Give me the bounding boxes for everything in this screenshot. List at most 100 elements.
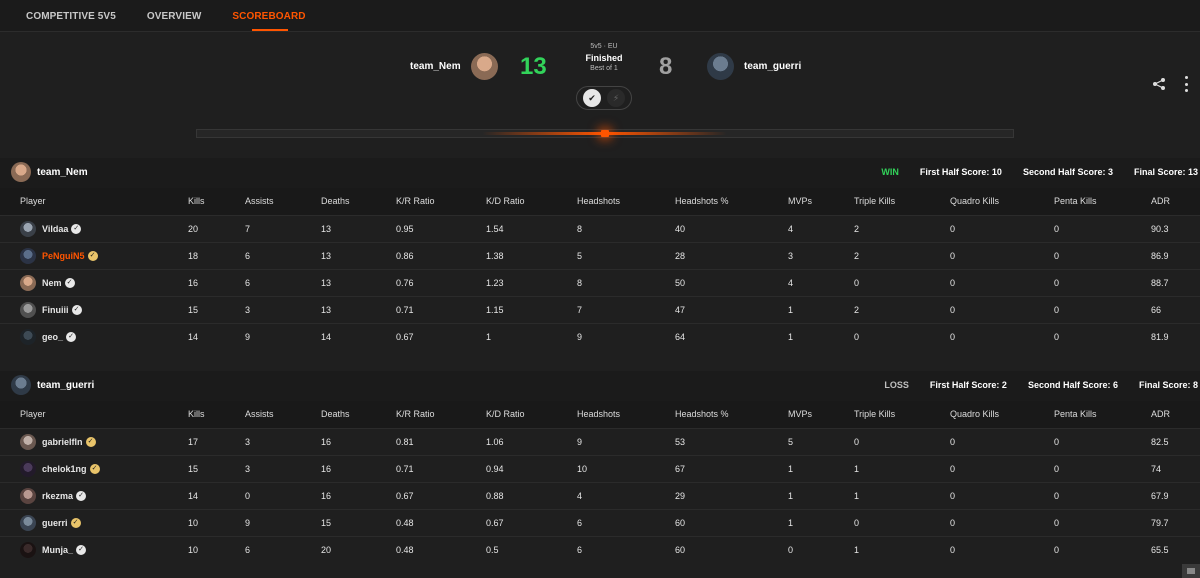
player-cell: PeNguiN5 ✓ bbox=[0, 242, 188, 269]
stat-penta-kills: 0 bbox=[1054, 544, 1060, 555]
player-name[interactable]: Vildaa bbox=[42, 223, 69, 234]
team2-header[interactable]: team_guerri bbox=[707, 53, 801, 80]
stat-adr: 86.9 bbox=[1151, 250, 1169, 261]
match-best-of: Best of 1 bbox=[590, 65, 618, 72]
player-row[interactable]: chelok1ng ✓ 15 3 16 0.71 0.94 10 67 1 1 0 0 74 bbox=[0, 455, 1200, 482]
player-avatar[interactable] bbox=[20, 220, 36, 237]
player-row[interactable]: Munja_ ✓ 10 6 20 0.48 0.5 6 60 0 1 0 0 65.5 bbox=[0, 536, 1200, 563]
player-row[interactable]: Nem ✓ 16 6 13 0.76 1.23 8 50 4 0 0 0 88.7 bbox=[0, 269, 1200, 296]
share-icon[interactable] bbox=[1152, 77, 1166, 91]
player-avatar[interactable] bbox=[20, 433, 36, 450]
more-options-icon[interactable] bbox=[1185, 76, 1189, 92]
player-name[interactable]: Finuiii bbox=[42, 304, 69, 315]
stat-triple-kills: 1 bbox=[854, 544, 860, 555]
stat-kd-ratio: 1.06 bbox=[486, 436, 504, 447]
player-name[interactable]: chelok1ng bbox=[42, 463, 87, 474]
stat-mvps: 5 bbox=[788, 436, 794, 447]
verified-badge-icon: ✓ bbox=[89, 463, 100, 474]
stat-penta-kills: 0 bbox=[1054, 304, 1060, 315]
team2-results: LOSS First Half Score: 2 Second Half Sco… bbox=[863, 380, 1198, 390]
player-avatar[interactable] bbox=[20, 301, 36, 318]
player-avatar[interactable] bbox=[20, 460, 36, 477]
verified-icon: ✔ bbox=[583, 89, 601, 107]
player-name[interactable]: guerri bbox=[42, 517, 68, 528]
timeline-knob[interactable] bbox=[601, 130, 609, 137]
stat-triple-kills: 0 bbox=[854, 277, 860, 288]
stat-kd-ratio: 1 bbox=[486, 331, 492, 342]
team2-name: team_guerri bbox=[744, 61, 802, 72]
stat-kd-ratio: 1.23 bbox=[486, 277, 504, 288]
player-name[interactable]: geo_ bbox=[42, 331, 64, 342]
column-header-triple-kills: Triple Kills bbox=[854, 196, 896, 207]
stat-deaths: 16 bbox=[321, 463, 332, 474]
team2-player-rows: gabrielfln ✓ 17 3 16 0.81 1.06 9 53 5 0 0 0 82.5 chelo… bbox=[0, 428, 1200, 563]
verified-badge-icon: ✓ bbox=[70, 517, 81, 528]
tab-competitive-5v5[interactable]: COMPETITIVE 5V5 bbox=[26, 11, 116, 22]
player-name[interactable]: gabrielfln bbox=[42, 436, 83, 447]
team1-header-row: Player Kills Assists Deaths K/R Ratio K/D Rat… bbox=[0, 188, 1200, 215]
column-header-deaths: Deaths bbox=[321, 196, 350, 207]
stat-kr-ratio: 0.76 bbox=[396, 277, 414, 288]
stat-kills: 14 bbox=[188, 490, 199, 501]
player-cell: geo_ ✓ bbox=[0, 323, 188, 350]
player-row[interactable]: geo_ ✓ 14 9 14 0.67 1 9 64 1 0 0 0 81.9 bbox=[0, 323, 1200, 350]
stat-mvps: 4 bbox=[788, 223, 794, 234]
player-cell: Munja_ ✓ bbox=[0, 536, 188, 563]
stat-headshots: 7 bbox=[577, 304, 583, 315]
stat-kr-ratio: 0.71 bbox=[396, 304, 414, 315]
stat-quadro-kills: 0 bbox=[950, 277, 956, 288]
player-row[interactable]: gabrielfln ✓ 17 3 16 0.81 1.06 9 53 5 0 0 0 82.5 bbox=[0, 428, 1200, 455]
column-header-adr: ADR bbox=[1151, 409, 1171, 420]
round-timeline[interactable] bbox=[196, 129, 1014, 138]
stat-penta-kills: 0 bbox=[1054, 223, 1060, 234]
stat-kills: 16 bbox=[188, 277, 199, 288]
player-row[interactable]: Finuiii ✓ 15 3 13 0.71 1.15 7 47 1 2 0 0 66 bbox=[0, 296, 1200, 323]
team2-second-half: Second Half Score: 6 bbox=[1027, 380, 1118, 390]
team1-summary: team_Nem WIN First Half Score: 10 Second… bbox=[0, 158, 1200, 188]
scroll-to-bottom-button[interactable] bbox=[1182, 564, 1200, 578]
player-row[interactable]: Vildaa ✓ 20 7 13 0.95 1.54 8 40 4 2 0 0 90.3 bbox=[0, 215, 1200, 242]
match-status: Finished bbox=[585, 53, 623, 63]
stat-triple-kills: 2 bbox=[854, 304, 860, 315]
player-name[interactable]: PeNguiN5 bbox=[42, 250, 85, 261]
stat-triple-kills: 1 bbox=[854, 463, 860, 474]
stat-quadro-kills: 0 bbox=[950, 436, 956, 447]
player-avatar[interactable] bbox=[20, 487, 36, 504]
stat-kr-ratio: 0.48 bbox=[396, 517, 414, 528]
stat-adr: 88.7 bbox=[1151, 277, 1169, 288]
team2-summary: team_guerri LOSS First Half Score: 2 Sec… bbox=[0, 371, 1200, 401]
top-nav: COMPETITIVE 5V5 OVERVIEW SCOREBOARD bbox=[0, 0, 1200, 32]
stat-kd-ratio: 1.38 bbox=[486, 250, 504, 261]
tab-overview[interactable]: OVERVIEW bbox=[146, 11, 202, 22]
player-avatar[interactable] bbox=[20, 514, 36, 531]
stat-kr-ratio: 0.48 bbox=[396, 544, 414, 555]
player-avatar[interactable] bbox=[20, 274, 36, 291]
team1-header[interactable]: team_Nem bbox=[410, 53, 498, 80]
verified-badge-icon: ✓ bbox=[71, 223, 82, 234]
team1-player-rows: Vildaa ✓ 20 7 13 0.95 1.54 8 40 4 2 0 0 90.3 PeNguiN5 ✓… bbox=[0, 215, 1200, 350]
player-row[interactable]: PeNguiN5 ✓ 18 6 13 0.86 1.38 5 28 3 2 0 0 86.9 bbox=[0, 242, 1200, 269]
stat-mvps: 4 bbox=[788, 277, 794, 288]
stat-adr: 81.9 bbox=[1151, 331, 1169, 342]
player-avatar[interactable] bbox=[20, 541, 36, 558]
column-header-quadro-kills: Quadro Kills bbox=[950, 409, 1000, 420]
stat-quadro-kills: 0 bbox=[950, 331, 956, 342]
player-avatar[interactable] bbox=[20, 328, 36, 345]
player-cell: Vildaa ✓ bbox=[0, 215, 188, 242]
team1-avatar bbox=[470, 53, 498, 80]
player-row[interactable]: rkezma ✓ 14 0 16 0.67 0.88 4 29 1 1 0 0 67.9 bbox=[0, 482, 1200, 509]
stat-kd-ratio: 1.54 bbox=[486, 223, 504, 234]
team2-section: team_guerri LOSS First Half Score: 2 Sec… bbox=[0, 371, 1200, 563]
player-name[interactable]: Nem bbox=[42, 277, 62, 288]
player-name[interactable]: Munja_ bbox=[42, 544, 74, 555]
stat-mvps: 1 bbox=[788, 331, 794, 342]
player-row[interactable]: guerri ✓ 10 9 15 0.48 0.67 6 60 1 0 0 0 79.7 bbox=[0, 509, 1200, 536]
stat-headshots: 4 bbox=[577, 490, 583, 501]
player-avatar[interactable] bbox=[20, 247, 36, 264]
stat-headshots: 6 bbox=[577, 544, 583, 555]
stat-adr: 67.9 bbox=[1151, 490, 1169, 501]
player-name[interactable]: rkezma bbox=[42, 490, 74, 501]
stat-adr: 82.5 bbox=[1151, 436, 1169, 447]
verified-badge-icon: ✓ bbox=[76, 544, 87, 555]
tab-scoreboard[interactable]: SCOREBOARD bbox=[232, 0, 306, 31]
